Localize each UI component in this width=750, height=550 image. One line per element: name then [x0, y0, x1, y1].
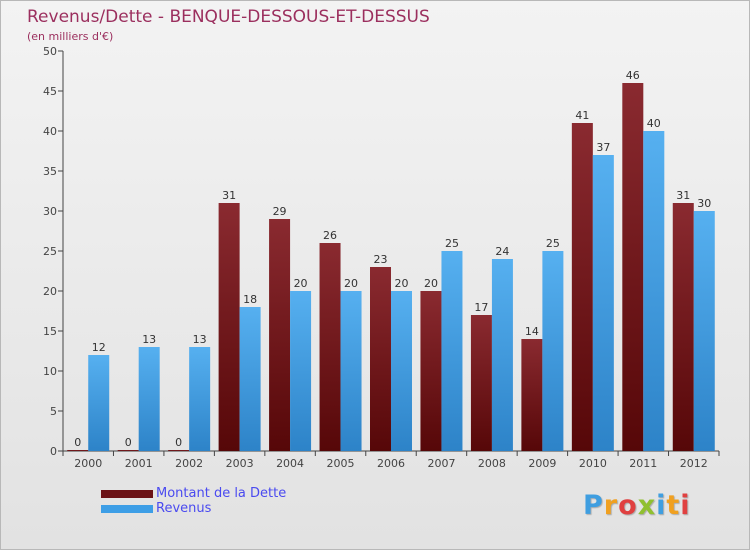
- logo-letter: P: [583, 490, 604, 521]
- data-label-debt: 26: [323, 229, 337, 242]
- legend-label-revenue: Revenus: [156, 501, 212, 516]
- bar-debt: [117, 450, 139, 451]
- data-label-revenue: 25: [445, 237, 459, 250]
- data-label-revenue: 24: [495, 245, 509, 258]
- bar-revenue: [340, 291, 362, 451]
- bar-revenue: [189, 347, 211, 451]
- data-label-revenue: 12: [92, 341, 106, 354]
- y-tick-label: 20: [43, 285, 57, 298]
- bar-debt: [470, 315, 492, 451]
- bars: [67, 83, 715, 451]
- bar-revenue: [290, 291, 312, 451]
- bar-debt: [319, 243, 341, 451]
- x-tick-label: 2006: [377, 457, 405, 470]
- bar-revenue: [643, 131, 665, 451]
- data-label-revenue: 13: [193, 333, 207, 346]
- data-label-revenue: 37: [596, 141, 610, 154]
- y-tick-label: 30: [43, 205, 57, 218]
- chart-title: Revenus/Dette - BENQUE-DESSOUS-ET-DESSUS: [27, 7, 430, 27]
- legend-swatch-revenue: [101, 505, 153, 513]
- data-label-revenue: 30: [697, 197, 711, 210]
- bar-revenue: [592, 155, 614, 451]
- data-label-debt: 0: [175, 436, 182, 449]
- data-label-revenue: 20: [395, 277, 409, 290]
- logo-letter: o: [618, 490, 638, 521]
- data-label-debt: 0: [125, 436, 132, 449]
- logo-letter: i: [680, 490, 691, 521]
- data-label-revenue: 18: [243, 293, 257, 306]
- bar-debt: [622, 83, 644, 451]
- data-label-debt: 0: [74, 436, 81, 449]
- bar-revenue: [88, 355, 110, 451]
- bar-debt: [521, 339, 543, 451]
- logo-letter: r: [603, 490, 619, 521]
- x-tick-label: 2005: [327, 457, 355, 470]
- data-label-debt: 20: [424, 277, 438, 290]
- bar-debt: [67, 450, 89, 451]
- bar-debt: [370, 267, 391, 451]
- bar-revenue: [239, 307, 261, 451]
- y-tick-label: 15: [43, 325, 57, 338]
- bar-debt: [672, 203, 694, 451]
- data-label-debt: 29: [273, 205, 287, 218]
- x-tick-label: 2009: [528, 457, 556, 470]
- data-label-revenue: 13: [142, 333, 156, 346]
- y-tick-label: 50: [43, 45, 57, 58]
- value-labels: 0 12 0 13 0 13 31 18 29 20 26 20 23 20 20 25 17 24 14 25 41 3…: [74, 69, 711, 449]
- x-tick-label: 2008: [478, 457, 506, 470]
- legend-label-debt: Montant de la Dette: [156, 486, 287, 501]
- data-label-debt: 17: [474, 301, 488, 314]
- y-tick-label: 5: [50, 405, 57, 418]
- bar-debt: [420, 291, 442, 451]
- bar-revenue: [391, 291, 412, 451]
- data-label-debt: 14: [525, 325, 539, 338]
- bar-revenue: [138, 347, 160, 451]
- data-label-revenue: 25: [546, 237, 560, 250]
- data-label-debt: 31: [222, 189, 236, 202]
- data-label-revenue: 40: [647, 117, 661, 130]
- data-label-debt: 41: [575, 109, 589, 122]
- y-tick-label: 0: [50, 445, 57, 458]
- y-tick-label: 10: [43, 365, 57, 378]
- y-tick-label: 35: [43, 165, 57, 178]
- y-tick-label: 25: [43, 245, 57, 258]
- bar-debt: [571, 123, 593, 451]
- data-label-debt: 31: [676, 189, 690, 202]
- x-tick-label: 2003: [226, 457, 254, 470]
- x-tick-label: 2011: [629, 457, 657, 470]
- bar-revenue: [693, 211, 715, 451]
- x-tick-label: 2001: [125, 457, 153, 470]
- data-label-revenue: 20: [294, 277, 308, 290]
- proxiti-logo: Proxiti: [583, 490, 691, 521]
- data-label-revenue: 20: [344, 277, 358, 290]
- bar-revenue: [441, 251, 463, 451]
- bar-debt: [218, 203, 240, 451]
- bar-debt: [168, 450, 190, 451]
- logo-letter: t: [666, 490, 681, 521]
- bar-revenue: [542, 251, 564, 451]
- y-tick-label: 40: [43, 125, 57, 138]
- x-tick-label: 2004: [276, 457, 304, 470]
- x-tick-label: 2002: [175, 457, 203, 470]
- x-tick-label: 2012: [680, 457, 708, 470]
- logo-letter: x: [637, 490, 657, 521]
- logo-letter: i: [656, 490, 667, 521]
- chart-subtitle: (en milliers d'€): [27, 30, 114, 43]
- legend-swatch-debt: [101, 490, 153, 498]
- data-label-debt: 46: [626, 69, 640, 82]
- x-tick-label: 2000: [74, 457, 102, 470]
- bar-debt: [269, 219, 291, 451]
- x-tick-label: 2010: [579, 457, 607, 470]
- bar-revenue: [491, 259, 513, 451]
- data-label-debt: 23: [374, 253, 388, 266]
- x-tick-label: 2007: [427, 457, 455, 470]
- y-tick-label: 45: [43, 85, 57, 98]
